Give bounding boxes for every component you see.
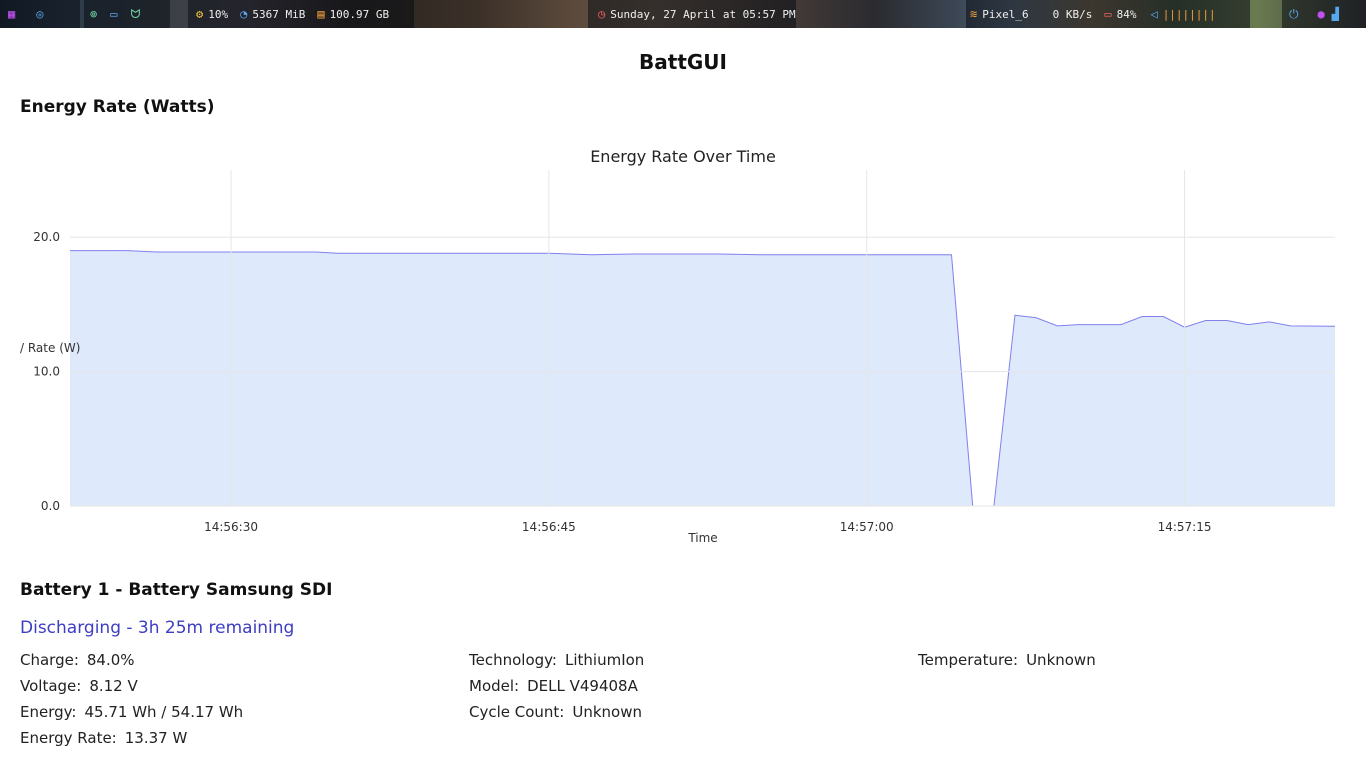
battery-icon: ▭ (1104, 7, 1112, 21)
date-time: Sunday, 27 April at 05:57 PM (610, 7, 796, 21)
energy-rate-chart: Energy Rate Over Time 14:56:30 14:56:45 14… (20, 147, 1336, 545)
cpu-icon: ⚙ (196, 7, 204, 21)
x-axis-ticks: 14:56:30 14:56:45 14:57:00 14:57:15 (204, 520, 1211, 534)
model-label: Model: (469, 677, 520, 695)
x-tick-label: 14:56:30 (204, 520, 258, 534)
power-icon[interactable]: ⏻ (1289, 6, 1299, 21)
y-tick-label: 20.0 (33, 230, 60, 244)
chart-grid (70, 170, 1335, 507)
x-tick-label: 14:57:15 (1158, 520, 1212, 534)
energy-rate-row: Energy Rate: 13.37 W (20, 729, 187, 747)
app-title: BattGUI (639, 50, 727, 74)
cycle-count-label: Cycle Count: (469, 703, 565, 721)
energy-rate-value: 13.37 W (124, 729, 188, 747)
browser-icon[interactable]: ⊚ (90, 7, 98, 21)
chart-title: Energy Rate Over Time (590, 147, 776, 166)
browser-icon[interactable]: ◎ (36, 7, 44, 21)
charge-value: 84.0% (86, 651, 135, 669)
speaker-icon[interactable]: ◁ (1150, 7, 1158, 21)
chart-series (70, 250, 1336, 507)
status-indicators: ≋ Pixel_6 0 KB/s ▭ 84% ◁ |||||||| (966, 0, 1250, 28)
memory-usage: 5367 MiB (252, 7, 306, 21)
x-axis-label: Time (687, 531, 717, 545)
technology-row: Technology: LithiumIon (469, 651, 644, 669)
avatar[interactable]: ● (1317, 7, 1325, 21)
cycle-count-row: Cycle Count: Unknown (469, 703, 642, 721)
signal-icon: ▟ (1331, 7, 1339, 21)
clock-icon: ◷ (598, 7, 606, 21)
temperature-label: Temperature: (918, 651, 1019, 669)
battery-heading: Battery 1 - Battery Samsung SDI (20, 580, 333, 600)
cat-icon[interactable]: ᗢ (130, 6, 141, 21)
temperature-row: Temperature: Unknown (918, 651, 1096, 669)
battery-percent: 84% (1116, 7, 1137, 21)
cpu-usage: 10% (208, 7, 229, 21)
power-group: ⏻ ● ▟ (1282, 0, 1366, 28)
folder-icon[interactable]: ▭ (110, 7, 118, 21)
y-tick-label: 10.0 (33, 365, 60, 379)
model-value: DELL V49408A (527, 677, 638, 695)
disk-usage: 100.97 GB (329, 7, 390, 21)
energy-rate-label: Energy Rate: (20, 729, 117, 747)
launcher-group: ▦ ◎ (0, 0, 80, 28)
wifi-icon[interactable]: ≋ (970, 7, 978, 21)
charge-row: Charge: 84.0% (20, 651, 135, 669)
voltage-label: Voltage: (20, 677, 82, 695)
wifi-ssid: Pixel_6 (982, 7, 1029, 21)
voltage-value: 8.12 V (89, 677, 138, 695)
cycle-count-value: Unknown (572, 703, 643, 721)
technology-label: Technology: (469, 651, 557, 669)
apps-group: ⊚ ▭ ᗢ (84, 0, 170, 28)
network-speed: 0 KB/s (1052, 7, 1093, 21)
system-stats: ⚙ 10% ◔ 5367 MiB ▤ 100.97 GB (188, 0, 414, 28)
top-status-bar: ▦ ◎ ⊚ ▭ ᗢ ⚙ 10% ◔ 5367 MiB ▤ 100.97 GB ◷… (0, 0, 1366, 28)
energy-row: Energy: 45.71 Wh / 54.17 Wh (20, 703, 243, 721)
temperature-value: Unknown (1026, 651, 1096, 669)
series-area (70, 250, 1335, 506)
clock-widget[interactable]: ◷ Sunday, 27 April at 05:57 PM (588, 0, 796, 28)
y-axis-label: / Rate (W) (20, 341, 80, 355)
y-tick-label: 0.0 (41, 499, 60, 513)
model-row: Model: DELL V49408A (469, 677, 638, 695)
technology-value: LithiumIon (565, 651, 645, 669)
memory-icon: ◔ (240, 7, 248, 21)
volume-level[interactable]: |||||||| (1162, 7, 1216, 21)
x-tick-label: 14:56:45 (522, 520, 576, 534)
y-axis-ticks: 0.0 10.0 20.0 (33, 230, 60, 513)
battery-status: Discharging - 3h 25m remaining (20, 618, 295, 638)
energy-value: 45.71 Wh / 54.17 Wh (84, 703, 244, 721)
voltage-row: Voltage: 8.12 V (20, 677, 138, 695)
energy-section-title: Energy Rate (Watts) (20, 97, 215, 117)
disk-icon: ▤ (317, 7, 325, 21)
charge-label: Charge: (20, 651, 79, 669)
grid-icon[interactable]: ▦ (8, 7, 16, 21)
energy-label: Energy: (20, 703, 77, 721)
x-tick-label: 14:57:00 (840, 520, 894, 534)
